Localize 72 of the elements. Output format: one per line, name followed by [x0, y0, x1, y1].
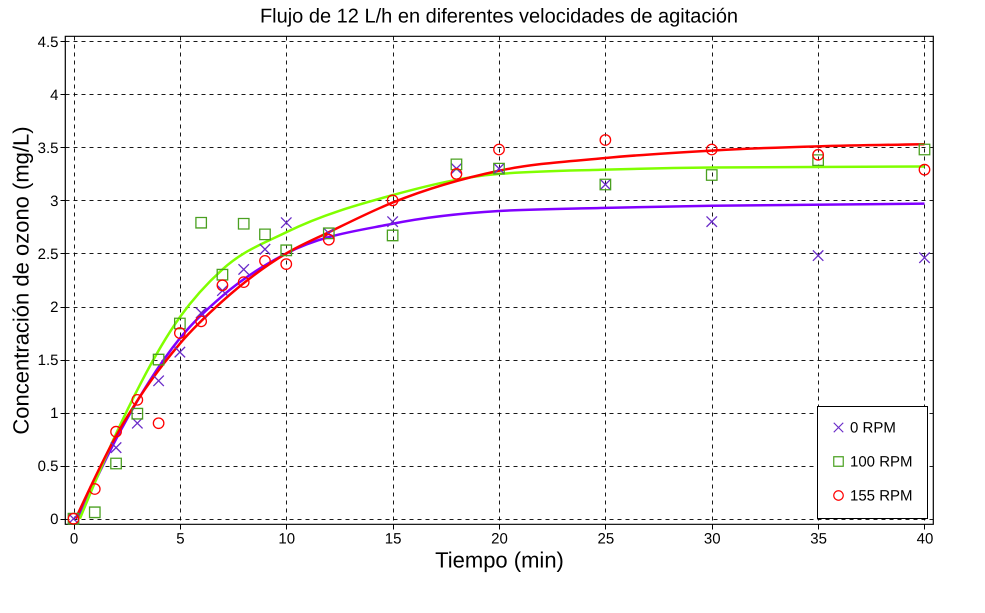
- point: [238, 218, 250, 230]
- x-tick-label: 40: [916, 530, 934, 548]
- x-tick-label: 0: [70, 530, 78, 548]
- point: [131, 417, 144, 430]
- y-tick-label: 0.5: [38, 458, 58, 476]
- x-tick-label: 30: [704, 530, 721, 548]
- x-tick-label: 10: [278, 530, 296, 548]
- point: [174, 346, 186, 358]
- point: [706, 216, 718, 228]
- point: [131, 394, 144, 406]
- y-tick-label: 2.5: [38, 246, 58, 263]
- point: [493, 144, 505, 156]
- point: [174, 327, 186, 339]
- point: [238, 263, 250, 276]
- x-tick-label: 5: [176, 530, 185, 548]
- point: [152, 374, 164, 387]
- point: [259, 228, 271, 240]
- y-tick-label: 3.5: [38, 140, 58, 157]
- point: [195, 306, 208, 319]
- point: [216, 279, 228, 292]
- y-tick-label: 0: [50, 511, 58, 528]
- x-tick-label: 15: [384, 530, 402, 548]
- y-tick-label: 1: [50, 405, 58, 422]
- point: [195, 216, 208, 229]
- point: [88, 506, 101, 518]
- point: [110, 458, 122, 470]
- point: [195, 315, 208, 328]
- point: [152, 417, 164, 430]
- point: [386, 230, 399, 242]
- point: [706, 169, 718, 181]
- point: [599, 134, 612, 146]
- point: [706, 144, 718, 156]
- point: [280, 258, 292, 270]
- point: [259, 255, 271, 267]
- x-tick-label: 25: [598, 530, 614, 548]
- point: [259, 243, 271, 256]
- x-tick-label: 20: [491, 530, 508, 548]
- point: [322, 234, 335, 246]
- point: [280, 216, 292, 229]
- y-tick-label: 2: [50, 299, 58, 316]
- point: [918, 252, 930, 264]
- point: [386, 194, 399, 206]
- point: [450, 158, 462, 170]
- point: [174, 318, 186, 330]
- point: [918, 144, 930, 156]
- y-tick-label: 4: [50, 86, 58, 104]
- x-axis-title: Tiempo (min): [435, 548, 564, 572]
- point: [280, 244, 292, 256]
- point: [812, 154, 824, 166]
- point: [216, 268, 228, 281]
- point: [131, 408, 144, 420]
- legend-label: 100 RPM: [850, 454, 913, 470]
- legend-label: 0 RPM: [850, 420, 896, 436]
- point: [812, 148, 824, 161]
- point: [110, 426, 122, 438]
- y-tick-label: 1.5: [38, 352, 58, 370]
- chart-title: Flujo de 12 L/h en diferentes velocidades de agitación: [260, 5, 738, 28]
- y-tick-label: 4.5: [38, 34, 58, 51]
- point: [450, 162, 462, 175]
- point: [238, 276, 250, 288]
- point: [216, 284, 228, 297]
- point: [812, 250, 824, 262]
- x-tick-label: 35: [810, 530, 827, 548]
- y-axis-title: Concentración de ozono (mg/L): [8, 126, 34, 435]
- point: [110, 442, 122, 454]
- legend-label: 155 RPM: [850, 488, 913, 504]
- point: [88, 483, 101, 495]
- point: [152, 354, 164, 366]
- point: [918, 164, 930, 176]
- y-tick-label: 3: [50, 192, 58, 210]
- point: [450, 168, 462, 180]
- point: [386, 216, 399, 228]
